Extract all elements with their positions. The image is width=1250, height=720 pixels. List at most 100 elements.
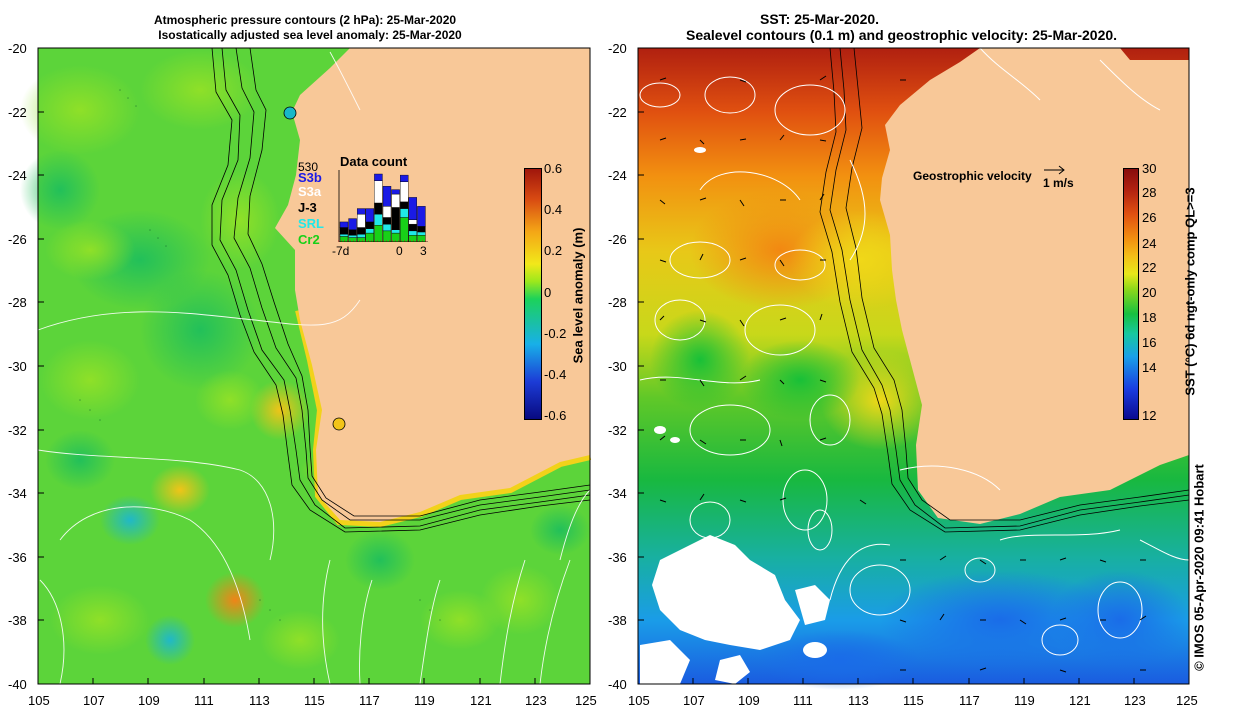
data-count-bar-segment [400,217,409,242]
sst-colorbar-label: SST (°C) 6d ngt-only comp QL>=3 [1182,187,1198,396]
data-count-bar-segment [391,229,400,234]
sst-colorbar-tick: 22 [1142,260,1157,275]
left-title-line1: Atmospheric pressure contours (2 hPa): 2… [153,13,457,27]
sla-colorbar-tick: -0.6 [544,408,567,423]
data-count-bar-segment [348,235,357,238]
left-xtick-label: 123 [525,693,547,708]
left-bathymetry [211,47,591,533]
left-land [275,48,590,522]
data-count-bar-segment [417,231,426,236]
tide-gauge-marker-perth [332,417,346,431]
cloud-mask [640,147,830,684]
data-count-bar-segment [339,221,349,228]
data-count-bar-segment [417,235,426,242]
data-count-bar-segment [339,233,349,237]
data-count-bar-segment [365,228,374,234]
data-count-bar-segment [417,226,426,233]
velocity-scale-label: 1 m/s [1043,176,1074,190]
imos-credit: © IMOS 05-Apr-2020 09:41 Hobart [1191,464,1207,671]
mission-label-cr2: Cr2 [298,232,320,247]
right-ytick-label: -22 [608,105,627,120]
left-ytick-label: -26 [8,232,27,247]
sst-colorbar-tick: 18 [1142,310,1157,325]
sst-colorbar-tick: 30 [1142,161,1157,176]
sla-colorbar [524,168,542,420]
right-xtick-label: 111 [793,693,813,708]
right-ytick-label: -24 [608,168,627,183]
left-xtick-label: 107 [83,693,105,708]
data-count-bar-segment [382,217,392,225]
data-count-bar-segment [400,208,409,218]
right-xtick-label: 109 [738,693,760,708]
data-count-bar-segment [374,202,383,215]
left-ytick-label: -36 [8,550,27,565]
right-xtick-label: 117 [959,693,980,708]
sla-colorbar-tick: 0 [544,285,552,300]
left-xtick-label: 125 [575,693,597,708]
data-count-bar-segment [400,174,409,183]
left-title-line2: Isostatically adjusted sea level anomaly… [158,28,462,42]
data-count-bar-segment [382,206,392,218]
mission-label-srl: SRL [298,216,324,231]
left-ytick-label: -20 [8,41,27,56]
right-ytick-label: -40 [608,677,627,692]
sst-colorbar-tick: 24 [1142,236,1157,251]
geostrophic-velocity-label: Geostrophic velocity [913,169,1032,183]
left-xtick-label: 119 [414,693,435,708]
data-count-bar-segment [348,237,357,242]
sst-colorbar-tick: 26 [1142,210,1157,225]
data-count-bar-segment [417,206,426,227]
data-count-bar-segment [400,181,409,203]
left-ytick-label: -40 [8,677,27,692]
right-ytick-label: -36 [608,550,627,565]
left-ytick-label: -24 [8,168,27,183]
sla-colorbar-tick: 0.4 [544,202,563,217]
sla-colorbar-tick: -0.2 [544,326,567,341]
pressure-contours [37,51,591,685]
right-xtick-label: 123 [1124,693,1146,708]
left-tick-marks [37,47,591,685]
left-xtick-label: 109 [138,693,160,708]
right-ytick-label: -32 [608,423,627,438]
right-xtick-label: 113 [848,693,869,708]
geostrophic-velocity-arrows [659,75,1147,673]
mission-label-s3b: S3b [298,170,322,185]
data-count-chart [338,170,428,242]
data-count-bar-segment [408,223,418,232]
data-count-xtick: 0 [396,244,403,258]
sst-colorbar-tick: 20 [1142,285,1157,300]
left-xtick-label: 115 [304,693,325,708]
data-count-bar-segment [382,230,392,242]
data-count-axis [338,170,428,242]
data-count-inset: 530 Data count S3b S3a J-3 SRL Cr2 -7d 0… [296,152,446,262]
mission-label-s3a: S3a [298,184,322,199]
sla-colorbar-tick: 0.6 [544,161,563,176]
left-ytick-label: -22 [8,105,27,120]
sla-field [20,50,590,670]
right-xtick-label: 121 [1069,693,1091,708]
data-count-bar-segment [374,180,383,204]
data-count-bar-segment [382,186,392,207]
left-ytick-label: -38 [8,613,27,628]
data-count-bar-segment [408,219,418,225]
sla-colorbar-tick: -0.4 [544,367,567,382]
right-xtick-label: 119 [1014,693,1035,708]
data-count-bar-segment [408,197,418,220]
data-count-bar-segment [357,213,366,228]
left-xtick-label: 105 [28,693,50,708]
right-xtick-label: 125 [1176,693,1198,708]
sst-colorbar [1123,168,1139,420]
data-count-bar-segment [391,207,400,230]
sst-colorbar-tick: 12 [1142,408,1157,423]
data-count-bar-segment [357,227,366,235]
left-xtick-label: 113 [249,693,270,708]
sst-colorbar-tick: 16 [1142,335,1157,350]
right-ytick-label: -34 [608,486,627,501]
sst-map [637,47,1190,690]
data-count-bar-segment [357,237,366,242]
velocity-scale-arrow [1044,165,1065,175]
tide-gauge-marker-north [283,106,297,120]
right-ytick-label: -26 [608,232,627,247]
data-count-bar-segment [357,208,366,215]
mission-label-j3: J-3 [298,200,317,215]
